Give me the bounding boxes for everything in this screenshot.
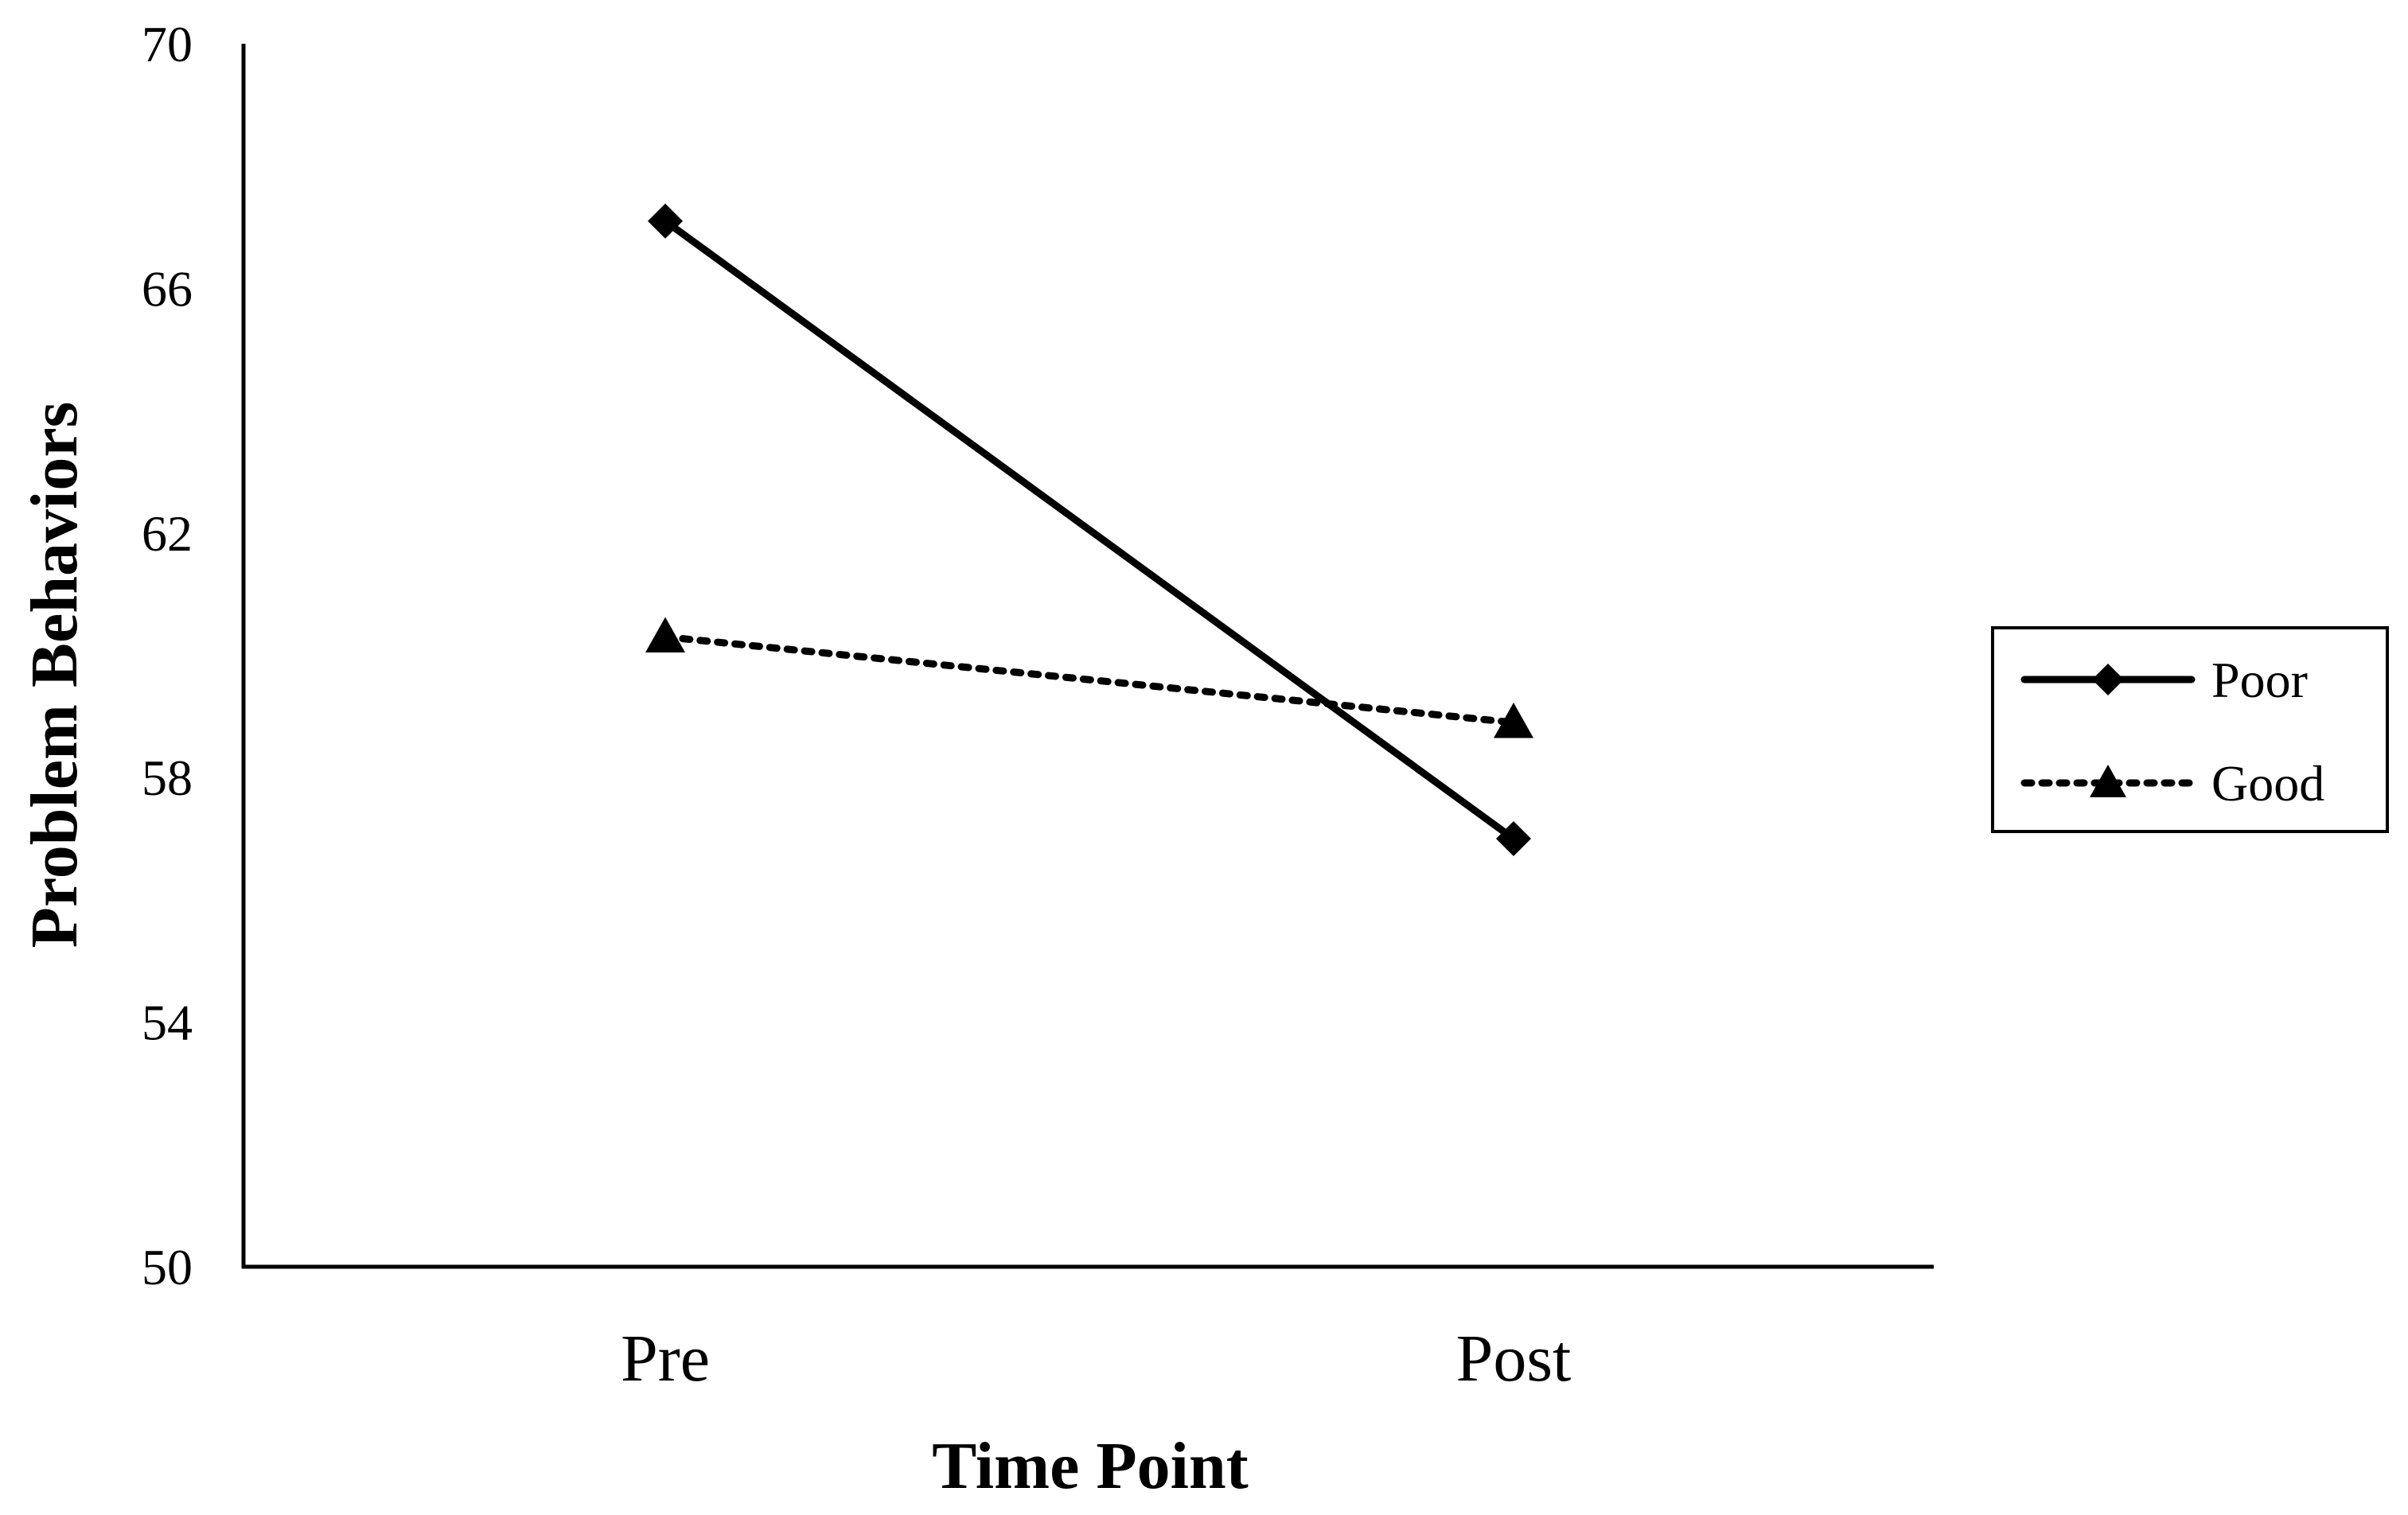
y-tick-label: 50 — [142, 1239, 193, 1295]
legend-marker — [2092, 664, 2124, 695]
y-axis-title: Problem Behaviors — [18, 402, 92, 948]
legend-box — [1991, 626, 2389, 833]
legend-items: Poor Good — [2020, 652, 2324, 812]
y-tick-label: 66 — [142, 260, 193, 317]
y-tick-label: 54 — [142, 995, 193, 1051]
series-good — [645, 617, 1533, 738]
data-point — [1496, 821, 1531, 857]
legend: Poor Good — [1991, 626, 2389, 833]
x-axis-title: Time Point — [932, 1429, 1248, 1503]
y-tick-label: 70 — [142, 16, 193, 72]
series-poor — [648, 203, 1531, 857]
series-line — [661, 633, 1518, 726]
series-line — [661, 217, 1518, 843]
x-tick-label: Pre — [621, 1322, 710, 1396]
plot-area: 50 54 58 62 66 70 Pre Post — [142, 16, 1934, 1396]
legend-label: Good — [2211, 755, 2324, 812]
x-tick-label: Post — [1456, 1322, 1572, 1396]
legend-item: Poor — [2020, 652, 2308, 708]
series-layer — [645, 203, 1533, 857]
y-tick-label: 62 — [142, 505, 193, 562]
data-point — [645, 617, 685, 652]
legend-label: Poor — [2211, 652, 2308, 708]
legend-marker — [2090, 765, 2126, 797]
y-axis-ticks: 50 54 58 62 66 70 — [142, 16, 193, 1295]
data-point — [648, 203, 683, 239]
y-tick-label: 58 — [142, 750, 193, 806]
data-point — [1494, 703, 1533, 738]
legend-item: Good — [2020, 755, 2324, 812]
x-axis-ticks: Pre Post — [621, 1322, 1571, 1396]
